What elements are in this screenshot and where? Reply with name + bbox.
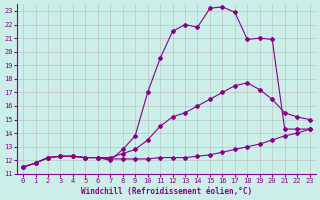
X-axis label: Windchill (Refroidissement éolien,°C): Windchill (Refroidissement éolien,°C) — [81, 187, 252, 196]
